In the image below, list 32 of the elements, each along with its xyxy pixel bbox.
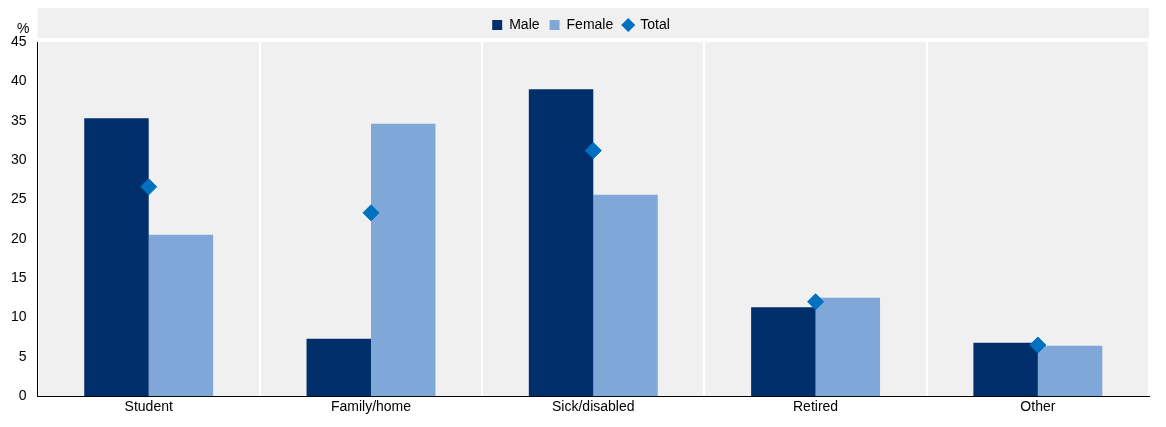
y-tick-label: 40 [10,72,27,89]
bar [815,297,881,397]
y-tick-label: 10 [10,308,27,325]
bar [84,118,149,397]
x-tick-label: Other [1020,398,1056,415]
point [140,178,158,196]
legend-label: Male [509,15,540,32]
x-tick-label: Retired [793,398,839,415]
x-tick-label: Family/home [330,398,412,415]
y-tick-label: 25 [10,190,27,207]
x-tick-label: Sick/disabled [552,398,635,415]
bar [148,234,214,397]
y-tick-label: 5 [18,347,27,364]
y-tick-label: 15 [10,268,27,285]
y-tick-label: 20 [10,229,27,246]
bar [593,194,658,397]
bar [1037,345,1103,397]
point [362,204,380,222]
x-tick-label: Student [124,398,173,415]
bar [306,338,371,397]
point [807,293,825,311]
legend-label: Female [566,15,614,32]
legend-label: Total [640,15,670,32]
y-tick-label: 30 [10,150,27,167]
bar [528,89,594,397]
bar [751,307,816,397]
y-tick-label: 0 [18,387,27,404]
y-tick-label: 35 [10,111,27,128]
bar [371,123,436,397]
point [584,142,602,160]
bar [973,342,1038,397]
point [1029,336,1047,354]
